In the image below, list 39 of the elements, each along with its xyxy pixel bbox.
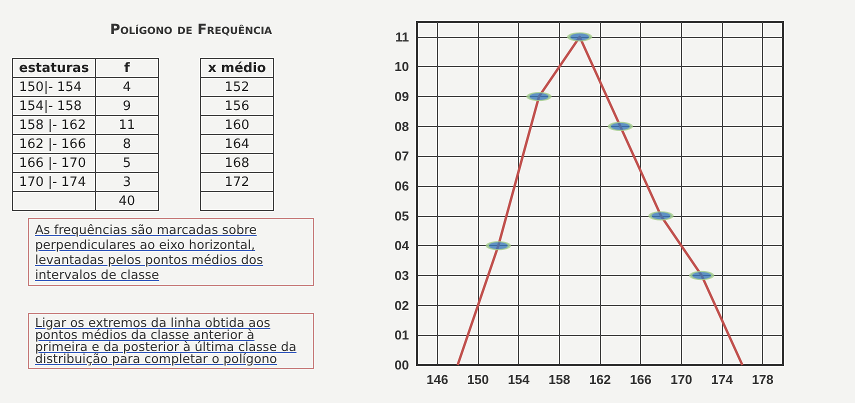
text: 150|- 154 4 (19, 80, 132, 94)
text: 158 |- 162 11 (19, 118, 136, 132)
text: x médio (200, 58, 274, 78)
x-tick-label: 174 (711, 372, 734, 387)
y-tick-label: 10 (394, 59, 409, 74)
text: 166 |- 170 5 (19, 156, 132, 170)
text: 160 (200, 116, 274, 134)
x-tick-label: 158 (548, 372, 570, 387)
y-tick-label: 05 (394, 208, 409, 224)
text: 170 |- 174 3 (19, 174, 132, 190)
x-tick-label: 162 (589, 372, 611, 387)
text: 154|- 158 9 (19, 98, 132, 114)
x-tick-label: 150 (467, 372, 489, 387)
text: 40 (95, 192, 158, 210)
y-tick-label: 11 (395, 29, 409, 44)
y-tick-label: 00 (394, 358, 409, 372)
x-tick-label: 166 (630, 372, 652, 387)
y-tick-label: 01 (394, 328, 409, 343)
text: 162 |- 166 8 (19, 136, 132, 152)
x-tick-label: 170 (670, 372, 692, 387)
text: Ligar os extremos da linha obtida aos pontos médios da classe anterior à primeira e da posterior à última classe da distribuição para completar o polígono (28, 313, 314, 369)
x-tick-label: 154 (508, 372, 530, 387)
text: 172 (200, 172, 274, 192)
x-tick-label: 146 (426, 372, 448, 387)
text: As frequências são marcadas sobre perpendiculares ao eixo horizontal, levantadas pelos pontos médios dos intervalos de classe (28, 218, 314, 286)
text: Polígono de Frequência (110, 22, 272, 38)
text: 152 (200, 78, 274, 96)
text: 164 (200, 134, 274, 154)
text: 168 (200, 154, 274, 172)
y-tick-label: 02 (394, 298, 409, 313)
text: estaturas f (19, 60, 130, 76)
y-tick-label: 08 (394, 118, 409, 134)
y-tick-label: 07 (394, 148, 409, 164)
y-tick-label: 06 (394, 178, 409, 194)
y-tick-label: 09 (394, 89, 409, 104)
text: 156 (200, 96, 274, 116)
x-tick-label: 178 (752, 372, 774, 387)
y-tick-label: 03 (394, 268, 409, 284)
y-tick-label: 04 (394, 238, 410, 254)
